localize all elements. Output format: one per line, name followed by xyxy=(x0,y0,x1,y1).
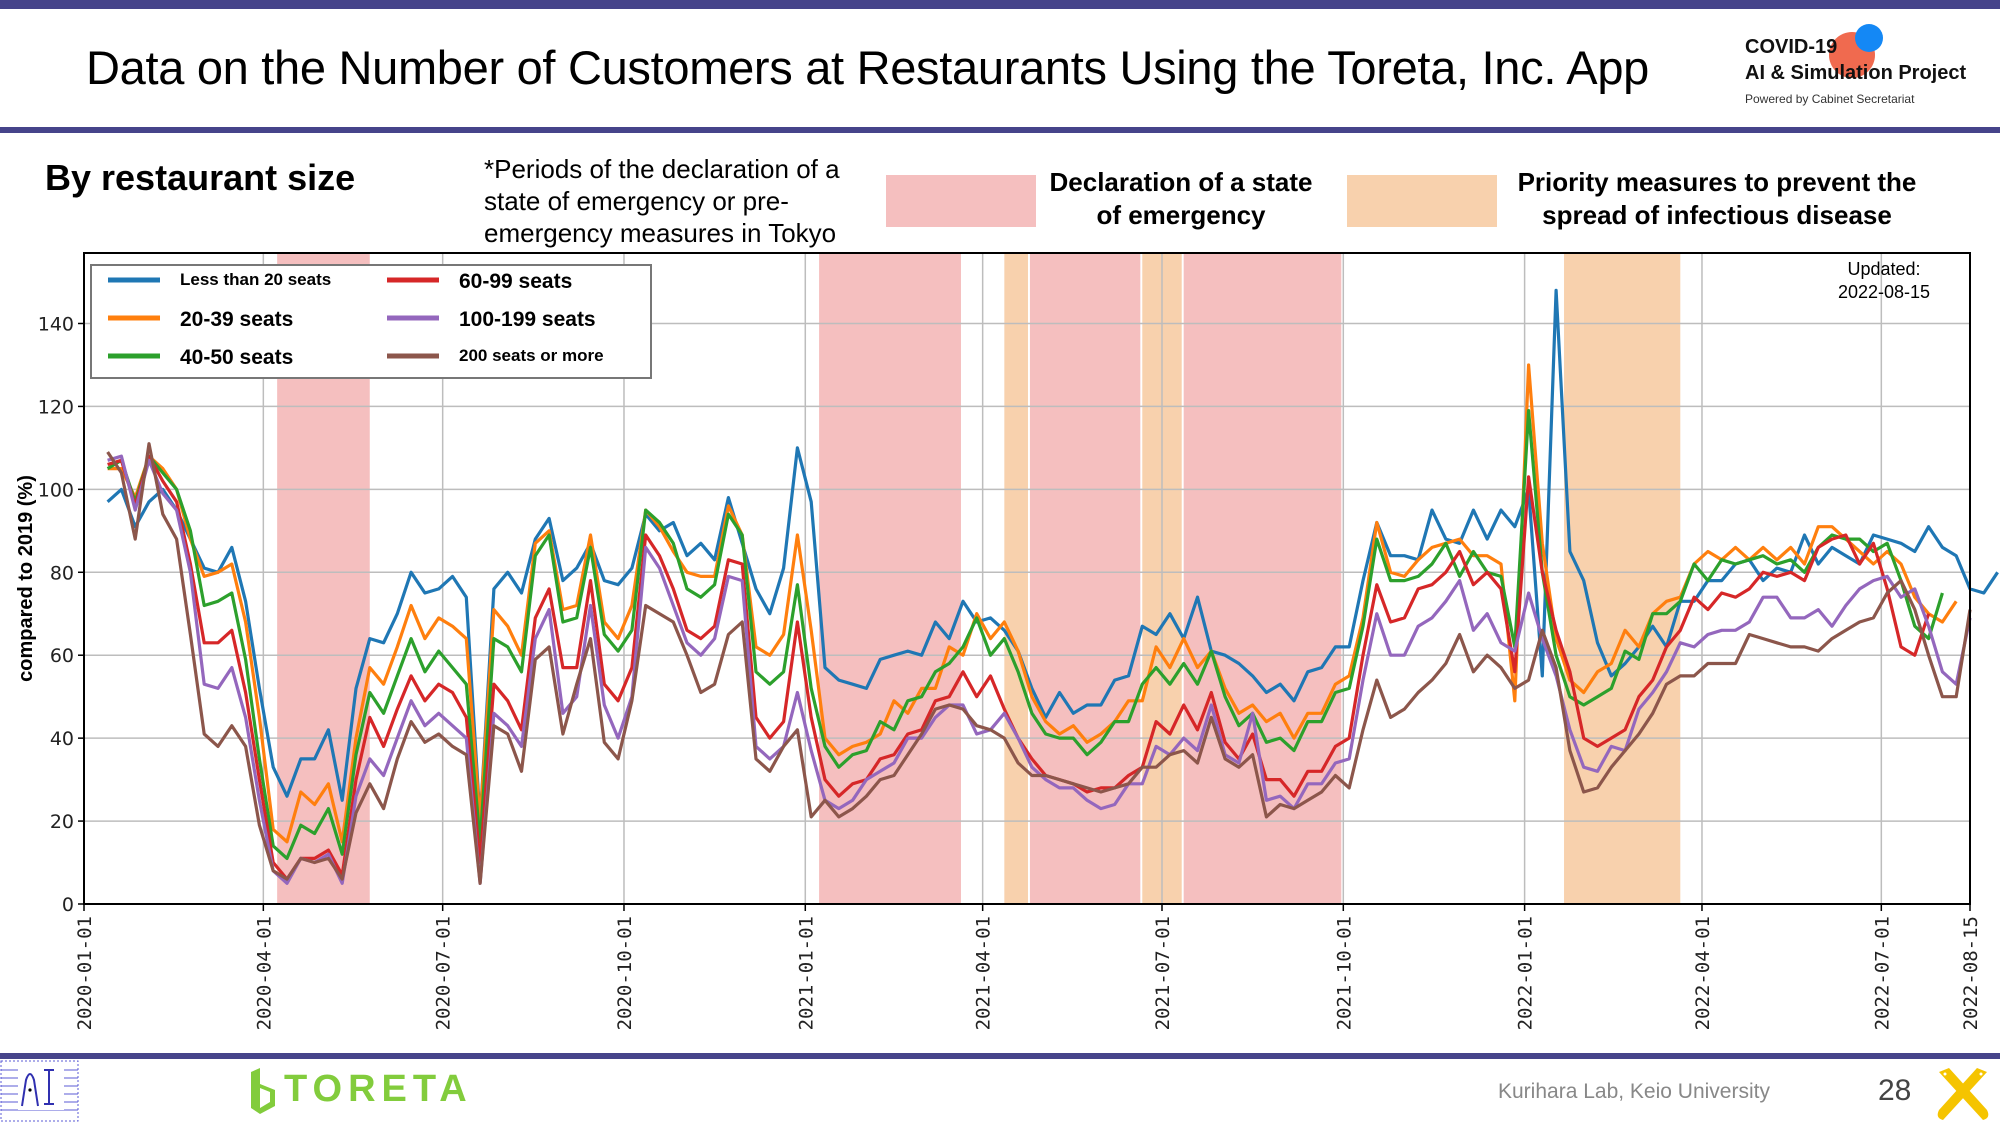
covid-project-logo: COVID-19 AI & Simulation Project Powered… xyxy=(1745,18,1985,118)
x-tick-label: 2020-10-01 xyxy=(614,916,636,1030)
x-tick-label: 2021-04-01 xyxy=(973,916,995,1030)
x-tick-label: 2021-01-01 xyxy=(795,916,817,1030)
y-tick-label: 40 xyxy=(50,728,74,750)
y-tick-label: 100 xyxy=(38,479,74,501)
updated-date: 2022-08-15 xyxy=(1838,282,1930,302)
footer-lab-name: Kurihara Lab, Keio University xyxy=(1498,1080,1770,1103)
priority-legend-swatch xyxy=(1347,175,1497,227)
x-tick-label: 2022-01-01 xyxy=(1515,916,1537,1030)
page-title: Data on the Number of Customers at Resta… xyxy=(86,41,1649,94)
y-tick-label: 120 xyxy=(38,396,74,418)
x-tick-label: 2020-01-01 xyxy=(74,916,96,1030)
y-tick-label: 60 xyxy=(50,645,74,667)
logo-blue-circle-icon xyxy=(1855,24,1883,52)
y-tick-label: 80 xyxy=(50,562,74,584)
x-tick-label: 2022-04-01 xyxy=(1692,916,1714,1030)
series-line-6 xyxy=(106,442,1972,885)
ai-lab-logo-icon xyxy=(0,1060,79,1122)
legend-box xyxy=(90,264,652,379)
emergency-period-band xyxy=(819,253,961,904)
x-tick-label: 2020-07-01 xyxy=(433,916,455,1030)
updated-label: Updated: xyxy=(1847,259,1920,279)
series-line-1 xyxy=(106,288,1999,823)
legend-label: 200 seats or more xyxy=(459,346,604,365)
logo-line-1: COVID-19 xyxy=(1745,36,1838,58)
toreta-logo-text: TORETA xyxy=(284,1068,473,1111)
legend-label: 100-199 seats xyxy=(459,308,596,331)
legend-label: 20-39 seats xyxy=(180,308,293,331)
legend-label: 40-50 seats xyxy=(180,346,293,369)
page-number: 28 xyxy=(1878,1074,1912,1107)
emergency-period-band xyxy=(1029,253,1141,904)
series-lines xyxy=(106,288,1999,885)
series-legend: Less than 20 seats 20-39 seats 40-50 seats… xyxy=(90,264,652,379)
section-subtitle: By restaurant size xyxy=(45,157,356,198)
x-tick-label: 2021-10-01 xyxy=(1333,916,1355,1030)
legend-label: 60-99 seats xyxy=(459,270,572,293)
header-divider-bar xyxy=(0,127,2000,133)
logo-line-3: Powered by Cabinet Secretariat xyxy=(1745,92,1915,106)
x-tick-label: 2020-04-01 xyxy=(253,916,275,1030)
emergency-legend-label: Declaration of a state of emergency xyxy=(1049,167,1313,230)
periods-note: *Periods of the declaration of a state o… xyxy=(484,154,840,248)
y-tick-label: 140 xyxy=(38,313,74,335)
x-tick-label: 2021-07-01 xyxy=(1152,916,1174,1030)
series-line-5 xyxy=(107,454,1972,885)
toreta-logo: TORETA xyxy=(248,1068,473,1114)
y-tick-label: 20 xyxy=(50,811,74,833)
x-tick-label: 2022-08-15 xyxy=(1960,916,1982,1030)
plot-frame xyxy=(83,252,1971,905)
line-chart: 0 20 40 60 80 100 120 140 2020-01-01 2020-04-01 20… xyxy=(15,252,1999,1030)
logo-line-2: AI & Simulation Project xyxy=(1745,62,1967,84)
emergency-legend-swatch xyxy=(886,175,1036,227)
axes: 0 20 40 60 80 100 120 140 2020-01-01 2020-04-01 20… xyxy=(15,252,1982,1030)
crossed-pens-logo-icon xyxy=(1937,1068,1989,1120)
y-axis-label: compared to 2019 (%) xyxy=(15,475,37,682)
series-line-3 xyxy=(106,409,1944,861)
priority-period-band xyxy=(1004,253,1028,904)
x-tick-label: 2022-07-01 xyxy=(1871,916,1893,1030)
legend-label: Less than 20 seats xyxy=(180,270,331,289)
y-tick-label: 0 xyxy=(62,894,74,916)
toreta-logo-icon xyxy=(251,1068,275,1114)
top-border-bar xyxy=(0,0,2000,9)
footer-divider-bar xyxy=(0,1053,2000,1059)
priority-legend-label: Priority measures to prevent the spread … xyxy=(1517,167,1917,230)
